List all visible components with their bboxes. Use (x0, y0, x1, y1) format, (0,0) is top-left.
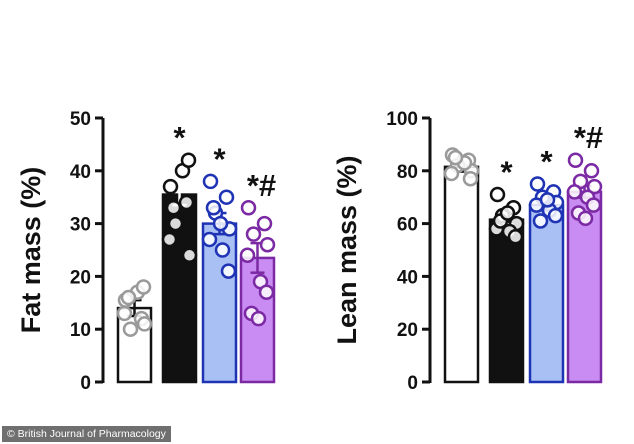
fat-mass-data-point (214, 242, 231, 258)
fat-mass-data-point (178, 194, 195, 211)
fat-mass-data-point (165, 200, 182, 216)
lean-mass-data-point (443, 165, 460, 182)
lean-mass-y-tick-label: 0 (407, 373, 418, 394)
lean-mass-data-point (532, 213, 549, 229)
fat-mass-data-point (167, 215, 184, 232)
fat-mass-data-point (181, 247, 198, 264)
fat-mass-y-tick-label: 20 (70, 267, 91, 288)
lean-mass-bar (443, 165, 480, 384)
fat-mass-y-tick-label: 0 (80, 373, 91, 394)
fat-mass-data-point (116, 305, 133, 322)
lean-mass-y-tick-label: 100 (386, 109, 418, 130)
fat-mass-data-point (245, 226, 262, 242)
lean-mass-significance-marker: *# (574, 120, 603, 155)
fat-mass-data-point (202, 173, 219, 190)
fat-mass-data-point (120, 289, 137, 306)
lean-mass-y-tick-label: 80 (397, 162, 418, 183)
lean-mass-data-point (583, 163, 600, 179)
lean-mass-data-point (539, 192, 556, 208)
fat-mass-data-point (212, 215, 229, 232)
fat-mass-data-point (122, 321, 139, 337)
lean-mass-data-point (566, 184, 583, 200)
fat-mass-data-point (161, 231, 178, 248)
lean-mass-data-point (586, 178, 603, 195)
fat-mass-data-point (218, 189, 235, 205)
lean-mass-data-point (507, 229, 524, 245)
lean-mass-data-point (567, 152, 584, 168)
lean-mass-y-tick-label: 60 (397, 215, 418, 236)
lean-mass-significance-marker: * (500, 155, 513, 190)
fat-mass-data-point (205, 200, 222, 216)
fat-mass-data-point (136, 316, 153, 332)
fat-mass-y-tick-label: 10 (70, 320, 91, 341)
lean-mass-panel: 0 20 40 60 80 100 Lean mass (%) * * *# (332, 109, 603, 394)
lean-mass-data-point (547, 207, 564, 224)
fat-mass-data-point (240, 200, 257, 216)
fat-mass-y-tick-label: 50 (70, 109, 91, 130)
lean-mass-significance-marker: * (540, 144, 553, 179)
fat-mass-y-tick-label: 40 (70, 162, 91, 183)
lean-mass-data-point (447, 149, 464, 166)
fat-mass-data-point (259, 236, 276, 253)
lean-mass-y-tick-label: 20 (397, 320, 418, 341)
lean-mass-data-point (585, 197, 602, 213)
fat-mass-data-point (258, 284, 275, 300)
lean-mass-data-point (462, 170, 479, 187)
lean-mass-bar (488, 218, 525, 384)
fat-mass-data-point (201, 231, 218, 248)
fat-mass-panel: 0 10 20 30 40 50 Fat mass (%) * * *# (16, 109, 276, 394)
credit-caption: © British Journal of Pharmacology (2, 426, 171, 442)
fat-mass-data-point (135, 279, 152, 295)
lean-mass-data-point (489, 186, 506, 203)
fat-mass-data-point (239, 247, 256, 264)
lean-mass-data-point (499, 205, 516, 221)
lean-mass-y-axis-title: Lean mass (%) (332, 155, 362, 344)
fat-mass-data-point (250, 310, 267, 327)
fat-mass-data-point (180, 152, 197, 168)
lean-mass-data-point (577, 210, 594, 227)
fat-mass-significance-marker: * (173, 120, 186, 155)
fat-mass-data-point (256, 215, 273, 232)
lean-mass-y-tick-label: 40 (397, 267, 418, 288)
lean-mass-data-point (529, 176, 546, 192)
fat-mass-significance-marker: * (213, 141, 226, 176)
fat-mass-data-point (162, 178, 179, 195)
lean-mass-bar (528, 203, 565, 384)
fat-mass-data-point (220, 263, 237, 279)
fat-mass-y-axis-title: Fat mass (%) (16, 167, 46, 334)
fat-mass-significance-marker: *# (247, 168, 276, 203)
fat-mass-y-tick-label: 30 (70, 215, 91, 236)
